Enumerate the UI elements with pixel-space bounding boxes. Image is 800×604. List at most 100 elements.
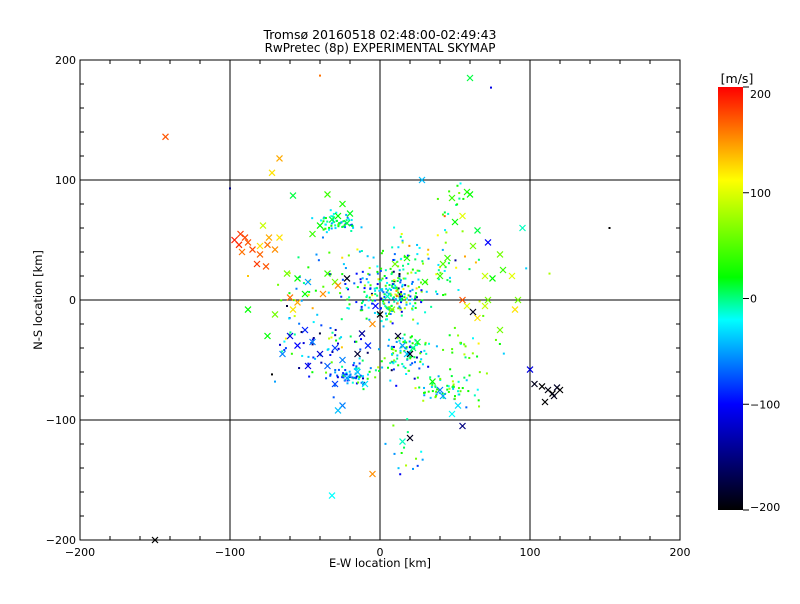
data-point-dot bbox=[399, 349, 402, 352]
data-point-dot bbox=[297, 256, 300, 259]
data-point-x bbox=[544, 386, 552, 394]
data-point-dot bbox=[409, 295, 412, 298]
data-point-dot bbox=[390, 360, 393, 363]
data-point-dot bbox=[288, 272, 291, 275]
data-point-dot bbox=[339, 292, 342, 295]
data-point-dot bbox=[417, 278, 420, 281]
data-point-x bbox=[289, 192, 297, 200]
data-point-dot bbox=[302, 282, 305, 285]
data-point-dot bbox=[381, 297, 384, 300]
data-point-x bbox=[466, 74, 474, 82]
data-point-x bbox=[331, 380, 339, 388]
data-point-dot bbox=[451, 386, 454, 389]
data-point-dot bbox=[437, 263, 440, 266]
data-point-dot bbox=[325, 231, 328, 234]
data-point-dot bbox=[357, 378, 360, 381]
data-point-dot bbox=[353, 361, 356, 364]
data-point-dot bbox=[435, 394, 438, 397]
data-point-x bbox=[339, 356, 346, 364]
data-point-dot bbox=[414, 297, 417, 300]
data-point-dot bbox=[465, 379, 468, 382]
data-point-dot bbox=[301, 354, 304, 357]
data-point-dot bbox=[320, 324, 323, 327]
data-point-dot bbox=[388, 308, 391, 311]
data-point-dot bbox=[399, 235, 402, 238]
data-point-dot bbox=[337, 368, 340, 371]
data-point-dot bbox=[482, 314, 485, 317]
data-point-dot bbox=[392, 362, 395, 365]
data-point-x bbox=[339, 200, 346, 208]
data-point-dot bbox=[361, 383, 364, 386]
data-point-dot bbox=[360, 250, 363, 253]
data-point-dot bbox=[416, 464, 419, 467]
data-point-x bbox=[550, 392, 558, 400]
data-point-x bbox=[369, 470, 376, 478]
data-point-dot bbox=[379, 269, 382, 272]
data-point-dot bbox=[324, 223, 327, 226]
data-point-dot bbox=[298, 322, 301, 325]
data-point-dot bbox=[312, 321, 315, 324]
data-point-dot bbox=[390, 346, 393, 349]
data-point-dot bbox=[389, 362, 392, 365]
data-point-dot bbox=[399, 281, 402, 284]
data-point-dot bbox=[328, 226, 331, 229]
data-point-dot bbox=[388, 307, 391, 310]
data-point-dot bbox=[404, 277, 407, 280]
data-point-dot bbox=[346, 379, 349, 382]
data-point-dot bbox=[457, 288, 460, 291]
data-point-dot bbox=[446, 384, 449, 387]
data-point-dot bbox=[446, 279, 449, 282]
data-point-dot bbox=[436, 234, 439, 237]
data-point-x bbox=[489, 274, 496, 282]
data-point-x bbox=[249, 246, 256, 254]
data-point-dot bbox=[413, 377, 416, 380]
data-point-dot bbox=[415, 287, 418, 290]
data-point-dot bbox=[410, 282, 413, 285]
data-point-x bbox=[481, 272, 489, 280]
x-tick-label: −100 bbox=[215, 546, 245, 559]
data-point-dot bbox=[360, 226, 363, 229]
data-point-dot bbox=[350, 218, 353, 221]
data-point-dot bbox=[387, 344, 390, 347]
data-point-dot bbox=[399, 295, 402, 298]
data-point-dot bbox=[412, 467, 415, 470]
colorbar-tick-label: −100 bbox=[750, 398, 780, 411]
data-point-dot bbox=[284, 337, 287, 340]
data-point-dot bbox=[329, 354, 332, 357]
data-point-dot bbox=[314, 289, 317, 292]
data-point-dot bbox=[302, 342, 305, 345]
data-point-dot bbox=[418, 269, 421, 272]
data-point-dot bbox=[369, 284, 372, 287]
data-point-dot bbox=[415, 292, 418, 295]
data-point-dot bbox=[478, 405, 481, 408]
data-point-x bbox=[301, 290, 309, 298]
data-point-dot bbox=[414, 302, 417, 305]
data-point-dot bbox=[412, 305, 415, 308]
data-point-dot bbox=[403, 446, 406, 449]
data-point-dot bbox=[464, 345, 467, 348]
data-point-dot bbox=[403, 340, 406, 343]
data-point-dot bbox=[477, 399, 480, 402]
data-point-dot bbox=[454, 259, 457, 262]
data-point-x bbox=[484, 238, 492, 246]
data-point-dot bbox=[403, 255, 406, 258]
data-point-dot bbox=[341, 256, 344, 259]
data-point-x bbox=[264, 332, 271, 340]
y-tick-label: 0 bbox=[69, 294, 76, 307]
data-point-dot bbox=[443, 269, 446, 272]
data-point-dot bbox=[398, 339, 401, 342]
data-point-dot bbox=[411, 342, 414, 345]
data-point-dot bbox=[329, 327, 332, 330]
data-point-dot bbox=[374, 289, 377, 292]
data-point-dot bbox=[311, 343, 314, 346]
data-point-dot bbox=[307, 355, 310, 358]
data-point-dot bbox=[473, 394, 476, 397]
data-point-dot bbox=[398, 269, 401, 272]
data-point-dot bbox=[405, 372, 408, 375]
data-point-dot bbox=[439, 379, 442, 382]
data-point-dot bbox=[390, 348, 393, 351]
data-point-dot bbox=[406, 357, 409, 360]
data-point-x bbox=[474, 226, 481, 234]
data-point-dot bbox=[376, 283, 379, 286]
data-point-dot bbox=[406, 272, 409, 275]
